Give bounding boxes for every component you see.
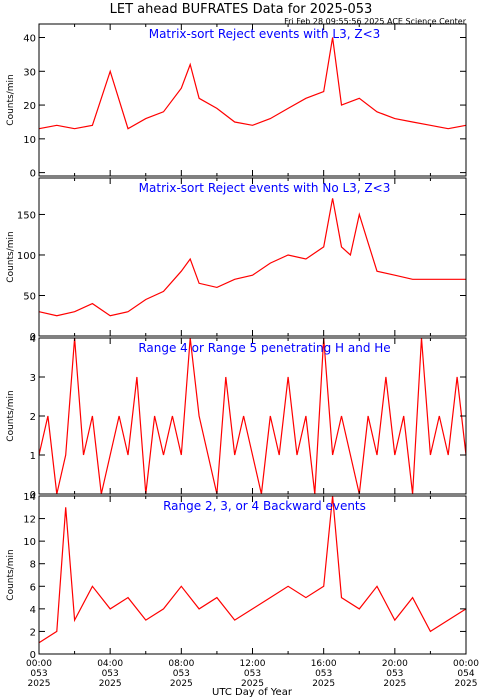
panel-title: Range 2, 3, or 4 Backward events (163, 499, 366, 513)
plot-frame (38, 337, 467, 495)
series-line (38, 198, 466, 317)
series-line (38, 37, 467, 130)
chart-panel-4: 0 2 4 6 8 10 12 14 Counts/min Range 2, 3, or 4 Ba… (6, 492, 467, 661)
x-tick-text: 08:00 (168, 659, 194, 669)
y-tick-label: 2 (30, 412, 36, 423)
x-tick-text: 04:00 (97, 659, 123, 669)
x-tick-text: 2025 (170, 679, 193, 689)
x-tick-text: 053 (173, 669, 190, 679)
y-tick-label: 12 (23, 515, 36, 526)
x-tick-text: 053 (244, 669, 261, 679)
plot-frame (38, 177, 467, 337)
y-tick-label: 0 (30, 650, 36, 661)
y-tick-label: 30 (23, 67, 36, 78)
x-axis-label: UTC Day of Year (212, 687, 293, 698)
y-axis-label: Counts/min (6, 231, 16, 282)
x-tick-text: 00:00 (453, 659, 479, 669)
y-axis-label: Counts/min (6, 74, 16, 125)
y-tick-label: 2 (30, 627, 36, 638)
panel-title: Matrix-sort Reject events with No L3, Z<… (139, 181, 391, 195)
x-tick-text: 2025 (99, 679, 122, 689)
y-tick-label: 3 (30, 373, 36, 384)
y-tick-label: 0 (30, 169, 36, 180)
y-tick-label: 0 (30, 332, 36, 343)
series-line (38, 337, 467, 495)
y-tick-label: 4 (30, 605, 36, 616)
x-tick-text: 2025 (241, 679, 264, 689)
x-tick-text: 053 (102, 669, 119, 679)
y-tick-label: 40 (23, 34, 36, 45)
x-tick-text: 053 (30, 669, 47, 679)
plot-frame (38, 23, 467, 177)
panel-title: Matrix-sort Reject events with L3, Z<3 (149, 27, 381, 41)
y-tick-label: 10 (23, 135, 36, 146)
x-tick-text: 16:00 (311, 659, 337, 669)
y-tick-label: 20 (23, 101, 36, 112)
chart-panel-3: 0 1 2 3 4 Counts/min Range 4 or Range 5 penetr… (6, 334, 467, 501)
y-tick-label: 4 (30, 334, 36, 345)
y-tick-label: 8 (30, 560, 36, 571)
figure-timestamp: Fri Feb 28 09:55:56 2025 ACE Science Cen… (284, 17, 467, 26)
y-tick-label: 100 (17, 251, 36, 262)
x-tick-text: 053 (386, 669, 403, 679)
x-axis-ticks: 00:00053202504:00053202508:00053202512:0… (26, 659, 479, 689)
series-line (38, 495, 467, 644)
plot-frame (38, 495, 467, 655)
y-axis-label: Counts/min (6, 390, 16, 441)
y-tick-label: 50 (23, 291, 36, 302)
y-axis-label: Counts/min (6, 549, 16, 600)
x-tick-text: 2025 (28, 679, 51, 689)
x-tick-text: 053 (315, 669, 332, 679)
x-tick-text: 054 (457, 669, 474, 679)
panel-title: Range 4 or Range 5 penetrating H and He (138, 341, 390, 355)
figure-title: LET ahead BUFRATES Data for 2025-053 (110, 2, 373, 17)
y-tick-label: 14 (23, 492, 36, 503)
x-tick-text: 2025 (455, 679, 478, 689)
chart-panel-1: 0 10 20 30 40 Counts/min Matrix-sort Reject ev… (6, 23, 467, 180)
x-tick-text: 00:00 (26, 659, 52, 669)
x-tick-text: 20:00 (382, 659, 408, 669)
y-tick-label: 1 (30, 451, 36, 462)
y-tick-label: 150 (17, 210, 36, 221)
x-tick-text: 2025 (383, 679, 406, 689)
x-tick-text: 2025 (312, 679, 335, 689)
y-tick-label: 10 (23, 537, 36, 548)
y-tick-label: 6 (30, 582, 36, 593)
y-tick-label: 0 (30, 490, 36, 501)
x-tick-text: 12:00 (240, 659, 266, 669)
